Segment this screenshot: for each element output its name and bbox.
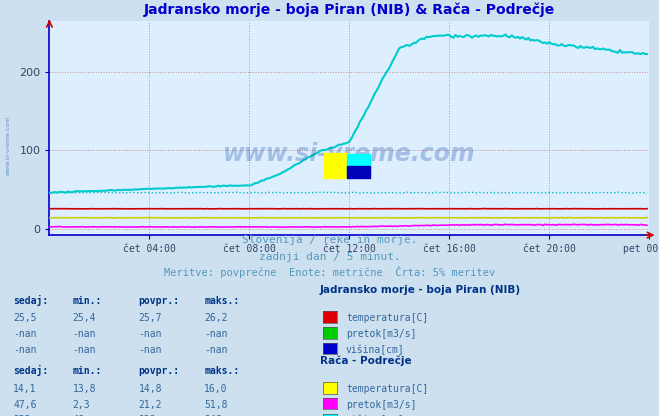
Text: -nan: -nan (138, 345, 162, 355)
Text: Jadransko morje - boja Piran (NIB): Jadransko morje - boja Piran (NIB) (320, 285, 521, 295)
Text: sedaj:: sedaj: (13, 365, 48, 376)
Text: maks.:: maks.: (204, 296, 239, 306)
Text: min.:: min.: (72, 296, 102, 306)
Text: www.si-vreme.com: www.si-vreme.com (5, 116, 11, 176)
Text: 16,0: 16,0 (204, 384, 228, 394)
Text: 47,6: 47,6 (13, 400, 37, 410)
Text: temperatura[C]: temperatura[C] (346, 384, 428, 394)
Text: 14,1: 14,1 (13, 384, 37, 394)
Text: sedaj:: sedaj: (13, 295, 48, 306)
Text: -nan: -nan (204, 345, 228, 355)
Text: 51,8: 51,8 (204, 400, 228, 410)
Text: višina[cm]: višina[cm] (346, 415, 405, 416)
Text: pretok[m3/s]: pretok[m3/s] (346, 329, 416, 339)
Text: zadnji dan / 5 minut.: zadnji dan / 5 minut. (258, 252, 401, 262)
Text: 2,3: 2,3 (72, 400, 90, 410)
Text: 25,7: 25,7 (138, 313, 162, 323)
Text: www.si-vreme.com: www.si-vreme.com (223, 141, 476, 166)
Text: maks.:: maks.: (204, 366, 239, 376)
Text: -nan: -nan (138, 329, 162, 339)
Text: 25,4: 25,4 (72, 313, 96, 323)
Text: -nan: -nan (72, 345, 96, 355)
Text: pretok[m3/s]: pretok[m3/s] (346, 400, 416, 410)
Text: Meritve: povprečne  Enote: metrične  Črta: 5% meritev: Meritve: povprečne Enote: metrične Črta:… (164, 266, 495, 278)
Text: 26,2: 26,2 (204, 313, 228, 323)
Text: 13,8: 13,8 (72, 384, 96, 394)
Title: Jadransko morje - boja Piran (NIB) & Rača - Podrečje: Jadransko morje - boja Piran (NIB) & Rač… (144, 2, 555, 17)
Text: -nan: -nan (13, 345, 37, 355)
Text: višina[cm]: višina[cm] (346, 344, 405, 355)
Text: Rača - Podrečje: Rača - Podrečje (320, 356, 411, 366)
Text: 25,5: 25,5 (13, 313, 37, 323)
Text: 21,2: 21,2 (138, 400, 162, 410)
Text: 14,8: 14,8 (138, 384, 162, 394)
Text: -nan: -nan (204, 329, 228, 339)
Text: povpr.:: povpr.: (138, 296, 179, 306)
Text: temperatura[C]: temperatura[C] (346, 313, 428, 323)
Text: Slovenija / reke in morje.: Slovenija / reke in morje. (242, 235, 417, 245)
Text: povpr.:: povpr.: (138, 366, 179, 376)
Text: -nan: -nan (72, 329, 96, 339)
Text: min.:: min.: (72, 366, 102, 376)
Text: -nan: -nan (13, 329, 37, 339)
